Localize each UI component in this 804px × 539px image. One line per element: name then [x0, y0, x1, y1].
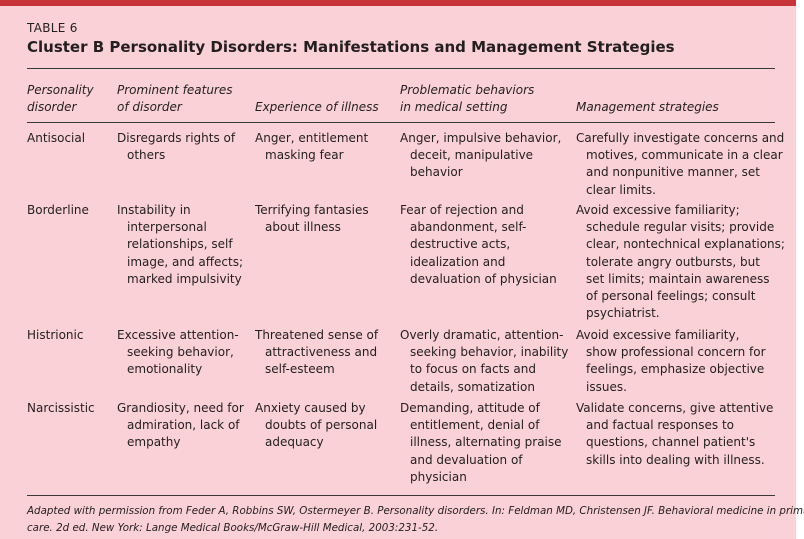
- cell-line: Disregards rights of: [117, 131, 236, 145]
- cell-line: clear limits.: [586, 182, 656, 197]
- cell-line: and factual responses to: [586, 418, 734, 433]
- cell-disorder: Narcissistic: [27, 400, 95, 417]
- cell-line: devaluation of physician: [410, 271, 557, 286]
- cell-line: clear, nontechnical explanations;: [586, 237, 785, 252]
- header-problematic-behaviors: Problematic behaviors in medical setting: [400, 83, 535, 115]
- cell-management: Carefully investigate concerns and motive…: [576, 130, 784, 199]
- cell-line: show professional concern for: [586, 345, 766, 360]
- header-bottom-rule: [27, 122, 775, 123]
- cell-line: Excessive attention-: [117, 328, 239, 342]
- cell-line: physician: [410, 469, 467, 484]
- cell-line: Anger, impulsive behavior,: [400, 131, 562, 145]
- cell-disorder: Antisocial: [27, 130, 85, 147]
- cell-line: relationships, self: [127, 237, 233, 252]
- cell-line: to focus on facts and: [410, 362, 536, 377]
- cell-line: behavior: [410, 165, 463, 180]
- cell-experience: Anger, entitlement masking fear: [255, 130, 368, 164]
- cell-line: others: [127, 148, 166, 163]
- table-bottom-rule: [27, 495, 775, 496]
- cell-line: adequacy: [265, 435, 324, 450]
- cell-line: motives, communicate in a clear: [586, 148, 783, 163]
- cell-line: emotionality: [127, 362, 203, 377]
- cell-line: details, somatization: [410, 379, 535, 394]
- cell-line: Narcissistic: [27, 401, 95, 415]
- cell-line: entitlement, denial of: [410, 418, 540, 433]
- cell-line: issues.: [586, 379, 627, 394]
- cell-disorder: Histrionic: [27, 327, 83, 344]
- cell-line: Carefully investigate concerns and: [576, 131, 785, 145]
- header-experience-of-illness: Experience of illness: [255, 100, 379, 114]
- cell-features: Instability in interpersonal relationships…: [117, 202, 243, 288]
- cell-management: Avoid excessive familiarity, show profess…: [576, 327, 766, 396]
- cell-line: seeking behavior, inability: [410, 345, 569, 360]
- cell-line: self-esteem: [265, 362, 335, 377]
- header-prominent-features: Prominent features of disorder: [117, 83, 233, 115]
- top-accent-bar: [0, 0, 796, 6]
- cell-line: Validate concerns, give attentive: [576, 401, 774, 415]
- cell-line: schedule regular visits; provide: [586, 220, 775, 235]
- cell-experience: Terrifying fantasies about illness: [255, 202, 369, 236]
- cell-line: seeking behavior,: [127, 345, 234, 360]
- table-number-label: TABLE 6: [27, 21, 78, 35]
- cell-behaviors: Overly dramatic, attention-seeking behav…: [400, 327, 568, 396]
- cell-features: Excessive attention-seeking behavior, emo…: [117, 327, 239, 379]
- table-footnote: Adapted with permission from Feder A, Ro…: [27, 505, 804, 534]
- header-personality-disorder: Personality disorder: [27, 83, 94, 115]
- cell-line: Avoid excessive familiarity;: [576, 203, 740, 217]
- cell-line: attractiveness and: [265, 345, 378, 360]
- cell-behaviors: Demanding, attitude of entitlement, denia…: [400, 400, 562, 486]
- cell-line: Instability in: [117, 203, 191, 217]
- header-management-strategies: Management strategies: [576, 100, 719, 114]
- cell-line: Grandiosity, need for: [117, 401, 244, 415]
- cell-features: Disregards rights of others: [117, 130, 235, 164]
- cell-experience: Anxiety caused by doubts of personal adequ…: [255, 400, 377, 452]
- cell-line: idealization and: [410, 254, 506, 269]
- cell-line: Fear of rejection and: [400, 203, 524, 217]
- cell-line: skills into dealing with illness.: [586, 452, 765, 467]
- cell-behaviors: Anger, impulsive behavior, deceit, manipu…: [400, 130, 561, 182]
- cell-line: destructive acts,: [410, 237, 511, 252]
- cell-line: abandonment, self-: [410, 220, 527, 235]
- cell-line: empathy: [127, 435, 181, 450]
- cell-line: and devaluation of: [410, 452, 523, 467]
- cell-line: interpersonal: [127, 220, 207, 235]
- cell-line: masking fear: [265, 148, 344, 163]
- cell-disorder: Borderline: [27, 202, 89, 219]
- cell-line: of personal feelings; consult: [586, 289, 756, 304]
- header-top-rule: [27, 68, 775, 69]
- cell-line: deceit, manipulative: [410, 148, 534, 163]
- cell-line: Borderline: [27, 203, 89, 217]
- cell-line: feelings, emphasize objective: [586, 362, 765, 377]
- cell-line: Antisocial: [27, 131, 86, 145]
- cell-line: Avoid excessive familiarity,: [576, 328, 740, 342]
- cell-line: psychiatrist.: [586, 306, 660, 321]
- cell-line: questions, channel patient's: [586, 435, 756, 450]
- cell-management: Avoid excessive familiarity; schedule reg…: [576, 202, 785, 322]
- cell-line: set limits; maintain awareness: [586, 271, 770, 286]
- cell-line: and nonpunitive manner, set: [586, 165, 760, 180]
- cell-line: Anger, entitlement: [255, 131, 369, 145]
- cell-behaviors: Fear of rejection and abandonment, self-d…: [400, 202, 557, 288]
- cell-line: Overly dramatic, attention-: [400, 328, 564, 342]
- cell-line: Threatened sense of: [255, 328, 379, 342]
- cell-line: tolerate angry outbursts, but: [586, 254, 760, 269]
- cell-line: Demanding, attitude of: [400, 401, 540, 415]
- cell-features: Grandiosity, need for admiration, lack of…: [117, 400, 244, 452]
- cell-line: Terrifying fantasies: [255, 203, 369, 217]
- cell-management: Validate concerns, give attentive and fac…: [576, 400, 773, 469]
- cell-line: Anxiety caused by: [255, 401, 366, 415]
- table-title: Cluster B Personality Disorders: Manifes…: [27, 38, 675, 56]
- cell-line: illness, alternating praise: [410, 435, 562, 450]
- cell-experience: Threatened sense of attractiveness and sel…: [255, 327, 378, 379]
- cell-line: image, and affects;: [127, 254, 243, 269]
- cell-line: about illness: [265, 220, 341, 235]
- cell-line: marked impulsivity: [127, 271, 242, 286]
- cell-line: Histrionic: [27, 328, 84, 342]
- cell-line: doubts of personal: [265, 418, 378, 433]
- cell-line: admiration, lack of: [127, 418, 240, 433]
